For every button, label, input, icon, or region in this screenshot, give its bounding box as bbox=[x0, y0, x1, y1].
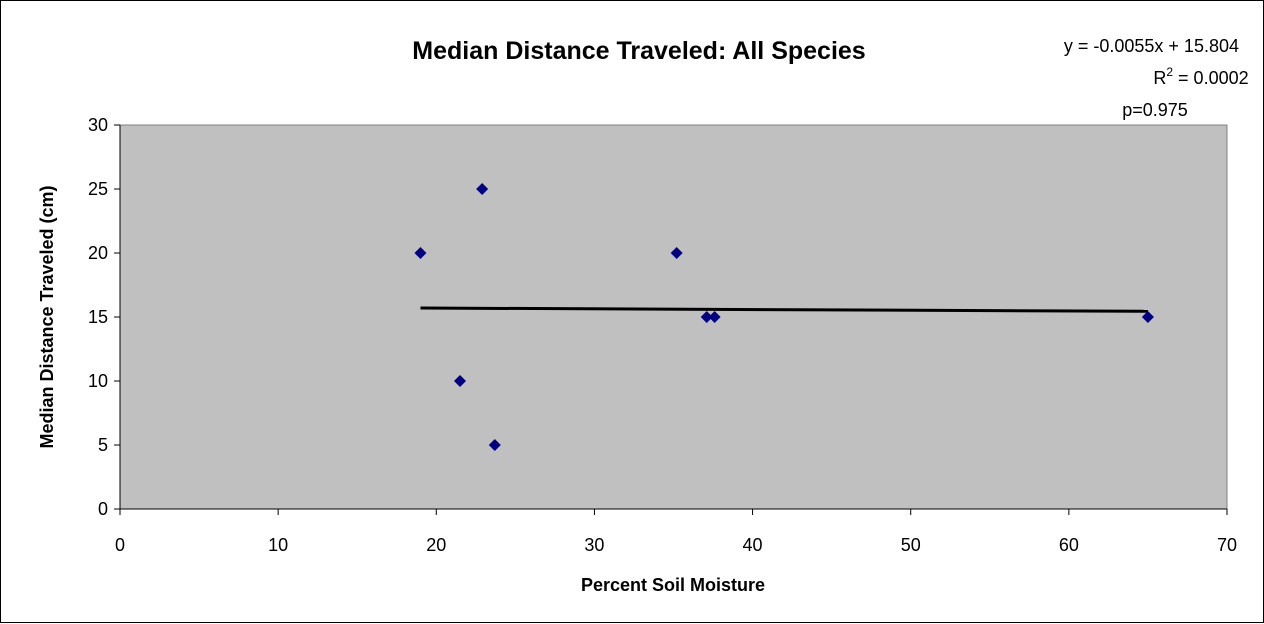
x-tick-label: 70 bbox=[1217, 535, 1237, 555]
x-tick-label: 10 bbox=[268, 535, 288, 555]
trendline bbox=[420, 306, 1148, 313]
data-point bbox=[700, 311, 713, 323]
y-tick-label: 20 bbox=[88, 243, 108, 263]
x-tick-label: 30 bbox=[584, 535, 604, 555]
data-point bbox=[454, 375, 467, 387]
y-axis-label: Median Distance Traveled (cm) bbox=[37, 185, 57, 448]
y-tick-label: 5 bbox=[98, 435, 108, 455]
x-tick-label: 0 bbox=[115, 535, 125, 555]
x-tick-label: 50 bbox=[901, 535, 921, 555]
data-point bbox=[670, 247, 683, 259]
data-point bbox=[488, 439, 501, 451]
regression-equation: y = -0.0055x + 15.804 bbox=[1064, 36, 1239, 56]
y-tick-label: 25 bbox=[88, 179, 108, 199]
x-tick-label: 60 bbox=[1059, 535, 1079, 555]
y-tick-label: 10 bbox=[88, 371, 108, 391]
r-squared-superscript: 2 bbox=[1166, 65, 1173, 79]
y-tick-label: 30 bbox=[88, 115, 108, 135]
y-tick-label: 0 bbox=[98, 499, 108, 519]
r-squared-label: R2 = 0.0002 bbox=[1153, 65, 1248, 88]
data-point bbox=[1141, 311, 1154, 323]
y-axis-ticks: 0 5 10 15 20 25 30 bbox=[88, 115, 120, 519]
plot-area bbox=[119, 124, 1228, 510]
data-point bbox=[476, 183, 489, 195]
data-points bbox=[414, 183, 1154, 451]
y-tick-label: 15 bbox=[88, 307, 108, 327]
x-tick-label: 20 bbox=[426, 535, 446, 555]
p-value-label: p=0.975 bbox=[1122, 100, 1188, 120]
data-point bbox=[414, 247, 427, 259]
x-tick-label: 40 bbox=[743, 535, 763, 555]
data-point bbox=[708, 311, 721, 323]
chart-title: Median Distance Traveled: All Species bbox=[412, 37, 865, 65]
r-squared-value: = 0.0002 bbox=[1173, 68, 1249, 88]
x-axis-ticks: 0 10 20 30 40 50 60 70 bbox=[115, 509, 1237, 555]
trendline-group bbox=[420, 306, 1148, 313]
r-squared-prefix: R bbox=[1153, 68, 1166, 88]
x-axis-label: Percent Soil Moisture bbox=[581, 575, 765, 595]
